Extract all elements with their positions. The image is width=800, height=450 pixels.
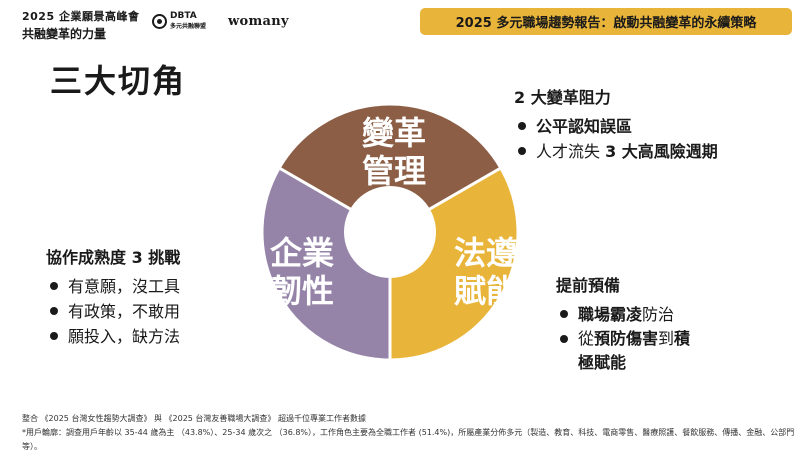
donut-center-hole xyxy=(344,186,436,278)
segment-label-change-1: 變革 xyxy=(362,114,426,152)
event-year: 2025 企業願景高峰會 xyxy=(22,10,140,23)
list-item: 願投入，缺方法 xyxy=(46,324,180,349)
dbta-logo-text: DBTA xyxy=(170,11,197,21)
segment-label-resilience-2: 韌性 xyxy=(270,272,334,310)
list-item: 有意願，沒工具 xyxy=(46,274,180,299)
event-name: 共融變革的力量 xyxy=(22,27,107,41)
preparation-title: 提前預備 xyxy=(556,276,621,295)
resistance-block: 2 大變革阻力 公平認知誤區 人才流失 3 大高風險週期 xyxy=(514,84,718,164)
dbta-logo-sub: 多元共融聯盟 xyxy=(170,23,207,31)
dbta-logo: DBTA 多元共融聯盟 xyxy=(152,11,207,31)
list-item: 職場霸凌防治 xyxy=(556,302,690,327)
list-item: 公平認知誤區 xyxy=(514,114,718,139)
dbta-mark-icon xyxy=(152,13,167,29)
segment-label-compliance-1: 法遵 xyxy=(454,234,518,272)
womany-logo: womany xyxy=(228,14,289,29)
collaboration-block: 協作成熟度 3 挑戰 有意願，沒工具 有政策，不敢用 願投入，缺方法 xyxy=(46,244,180,349)
footer-source: 整合 《2025 台灣女性趨勢大調查》 與 《2025 台灣友善職場大調查》 超… xyxy=(22,414,366,423)
event-branding: 2025 企業願景高峰會 共融變革的力量 xyxy=(22,8,139,42)
segment-label-change-2: 管理 xyxy=(362,152,426,190)
segment-label-resilience-1: 企業 xyxy=(270,234,334,272)
preparation-block: 提前預備 職場霸凌防治 從預防傷害到積 極賦能 xyxy=(556,272,690,375)
report-banner: 2025 多元職場趨勢報告：啟動共融變革的永續策略 xyxy=(420,8,792,35)
footer-notes: 整合 《2025 台灣女性趨勢大調查》 與 《2025 台灣友善職場大調查》 超… xyxy=(22,412,800,450)
segment-label-compliance-2: 賦能 xyxy=(454,272,518,310)
list-item: 人才流失 3 大高風險週期 xyxy=(514,139,718,164)
resistance-title: 2 大變革阻力 xyxy=(514,88,611,107)
slide-title: 三大切角 xyxy=(50,62,187,100)
list-item: 有政策，不敢用 xyxy=(46,299,180,324)
collaboration-title: 協作成熟度 3 挑戰 xyxy=(46,248,181,267)
footer-profile-note: *用戶輪廓：調查用戶年齡以 35-44 歲為主 （43.8%）、25-34 歲次… xyxy=(22,428,795,450)
segment-change-management xyxy=(277,102,503,234)
list-item: 從預防傷害到積 極賦能 xyxy=(556,327,690,375)
three-angle-donut-diagram: 變革 管理 法遵 賦能 企業 韌性 xyxy=(260,102,520,362)
